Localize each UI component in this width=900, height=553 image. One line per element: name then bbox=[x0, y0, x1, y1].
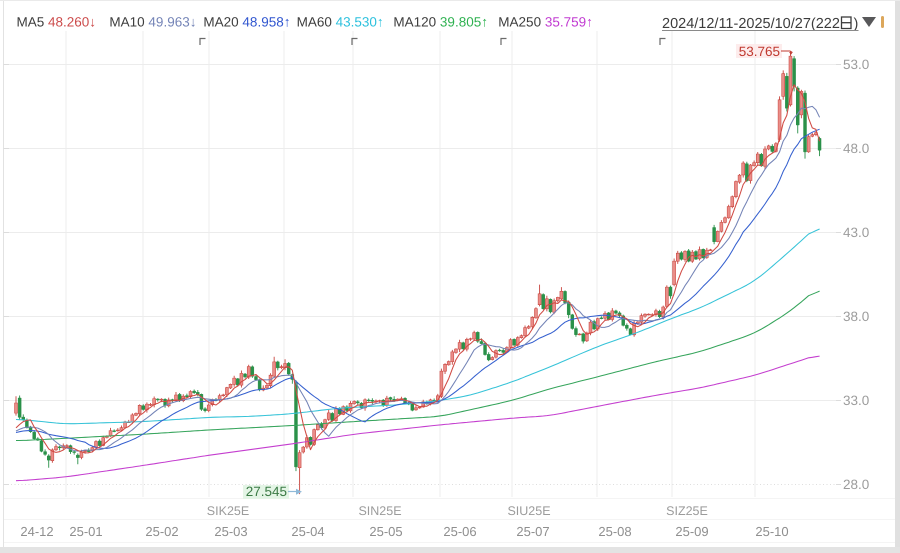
svg-text:MA20 48.958↑: MA20 48.958↑ bbox=[203, 15, 290, 30]
svg-text:MA60 43.530↑: MA60 43.530↑ bbox=[297, 15, 384, 30]
svg-text:53.765: 53.765 bbox=[739, 44, 780, 59]
svg-text:SIU25E: SIU25E bbox=[507, 504, 550, 518]
svg-text:28.0: 28.0 bbox=[843, 477, 869, 492]
svg-text:25-10: 25-10 bbox=[755, 524, 788, 539]
svg-text:43.0: 43.0 bbox=[843, 225, 869, 240]
svg-text:): ) bbox=[854, 16, 859, 32]
svg-text:25-03: 25-03 bbox=[214, 524, 247, 539]
svg-text:25-07: 25-07 bbox=[516, 524, 549, 539]
svg-text:25-05: 25-05 bbox=[369, 524, 402, 539]
svg-text:MA5 48.260↓: MA5 48.260↓ bbox=[17, 15, 97, 30]
svg-text:25-08: 25-08 bbox=[598, 524, 631, 539]
svg-text:SIK25E: SIK25E bbox=[207, 504, 249, 518]
svg-text:25-06: 25-06 bbox=[443, 524, 476, 539]
svg-text:MA10 49.963↓: MA10 49.963↓ bbox=[109, 15, 196, 30]
svg-text:53.0: 53.0 bbox=[843, 57, 869, 72]
svg-text:25-01: 25-01 bbox=[69, 524, 102, 539]
svg-text:SIZ25E: SIZ25E bbox=[666, 504, 708, 518]
svg-text:25-04: 25-04 bbox=[291, 524, 324, 539]
svg-text:38.0: 38.0 bbox=[843, 309, 869, 324]
svg-text:MA250 35.759↑: MA250 35.759↑ bbox=[498, 15, 593, 30]
svg-text:2024/12/11-2025/10/27(222: 2024/12/11-2025/10/27(222 bbox=[662, 16, 840, 32]
svg-text:25-09: 25-09 bbox=[675, 524, 708, 539]
svg-text:33.0: 33.0 bbox=[843, 393, 869, 408]
svg-text:48.0: 48.0 bbox=[843, 141, 869, 156]
svg-text:25-02: 25-02 bbox=[145, 524, 178, 539]
svg-text:SIN25E: SIN25E bbox=[358, 504, 401, 518]
svg-text:24-12: 24-12 bbox=[20, 524, 53, 539]
svg-text:27.545: 27.545 bbox=[246, 484, 287, 499]
svg-text:MA120 39.805↑: MA120 39.805↑ bbox=[393, 15, 488, 30]
